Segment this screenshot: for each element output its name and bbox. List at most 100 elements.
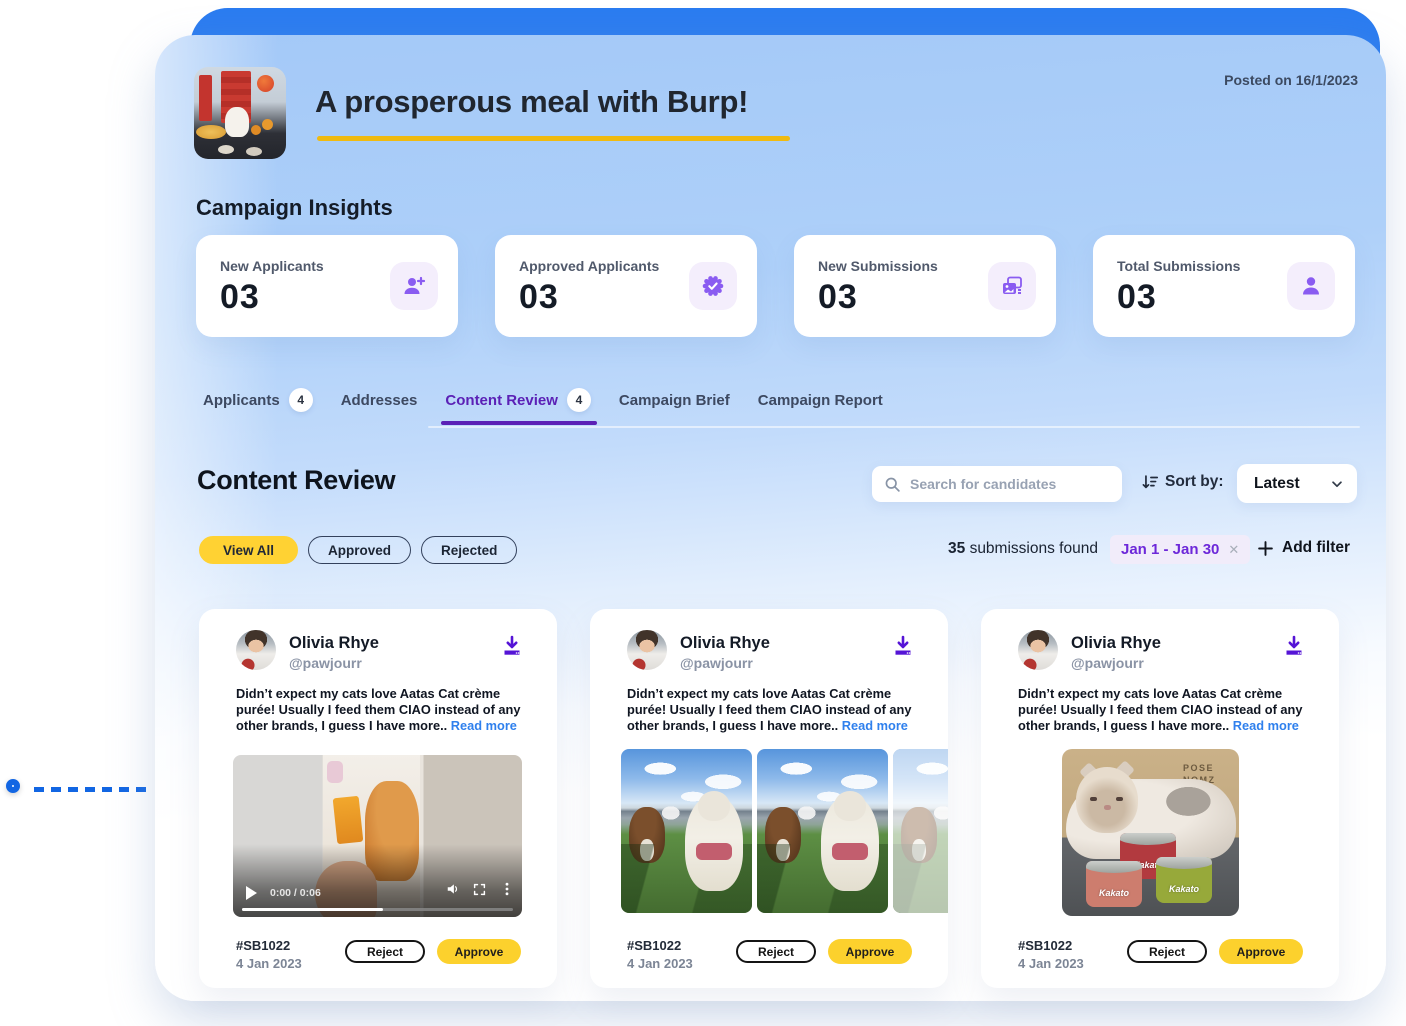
results-number: 35	[948, 540, 966, 557]
tab-campaign-brief[interactable]: Campaign Brief	[619, 392, 730, 409]
approve-button[interactable]: Approve	[437, 939, 521, 964]
date-filter-label: Jan 1 - Jan 30	[1121, 541, 1220, 558]
campaign-insights-heading: Campaign Insights	[196, 195, 393, 220]
sort-by: Sort by:	[1141, 473, 1224, 491]
approve-button[interactable]: Approve	[1219, 939, 1303, 964]
author-name: Olivia Rhye	[289, 634, 379, 652]
stat-card-total-submissions: Total Submissions 03	[1093, 235, 1355, 337]
author-name: Olivia Rhye	[1071, 634, 1161, 652]
author-handle: @pawjourr	[1071, 655, 1144, 671]
submission-card: Olivia Rhye @pawjourr Didn’t expect my c…	[199, 609, 557, 988]
sort-dropdown[interactable]: Latest	[1237, 464, 1357, 503]
tab-badge: 4	[566, 388, 591, 412]
read-more-link[interactable]: Read more	[841, 718, 908, 733]
author-handle: @pawjourr	[289, 655, 362, 671]
content-review-heading: Content Review	[197, 465, 396, 495]
annotation-dot	[6, 779, 20, 793]
play-icon[interactable]	[246, 886, 257, 900]
fullscreen-icon[interactable]	[473, 883, 486, 901]
video-player[interactable]: 0:00 / 0:06	[233, 755, 522, 917]
download-icon[interactable]	[500, 634, 524, 658]
annotation-dashed-line	[34, 787, 150, 792]
search-icon	[884, 476, 901, 493]
caption: Didn’t expect my cats love Aatas Cat crè…	[1018, 686, 1308, 734]
filter-chip-view-all[interactable]: View All	[199, 536, 299, 564]
chevron-down-icon	[1330, 477, 1344, 491]
stat-label: Total Submissions	[1117, 258, 1241, 274]
sort-icon	[1141, 473, 1159, 491]
submission-id: #SB1022	[1018, 938, 1073, 953]
video-timestamp: 0:00 / 0:06	[270, 887, 321, 899]
search-input[interactable]	[910, 476, 1110, 492]
person-add-icon	[390, 262, 438, 310]
filter-chips: View All Approved Rejected	[199, 536, 518, 564]
filter-chip-approved[interactable]: Approved	[308, 536, 412, 564]
stat-label: New Submissions	[818, 258, 938, 274]
submission-date: 4 Jan 2023	[627, 956, 693, 971]
submission-date: 4 Jan 2023	[1018, 956, 1084, 971]
stat-label: Approved Applicants	[519, 258, 660, 274]
submission-card: Olivia Rhye @pawjourr Didn’t expect my c…	[981, 609, 1339, 988]
reject-button[interactable]: Reject	[1127, 940, 1207, 963]
video-progress-fill	[242, 907, 383, 911]
tabs-divider	[428, 426, 1360, 428]
sort-label: Sort by:	[1165, 473, 1224, 490]
submission-id: #SB1022	[236, 938, 291, 953]
tab-label: Content Review	[445, 391, 558, 409]
submission-id: #SB1022	[627, 938, 682, 953]
photo-thumbnail[interactable]	[757, 749, 888, 913]
video-progress-bar[interactable]	[242, 907, 513, 911]
tab-campaign-report[interactable]: Campaign Report	[758, 392, 883, 409]
page-title: A prosperous meal with Burp!	[315, 84, 749, 119]
title-underline-decoration	[317, 136, 790, 141]
avatar	[236, 630, 276, 670]
caption-text: Didn’t expect my cats love Aatas Cat crè…	[236, 686, 521, 733]
stat-value: 03	[220, 278, 260, 316]
stat-card-new-submissions: New Submissions 03	[794, 235, 1056, 337]
stat-value: 03	[1117, 278, 1157, 316]
tab-addresses[interactable]: Addresses	[341, 392, 418, 409]
submission-date: 4 Jan 2023	[236, 956, 302, 971]
tab-bar: Applicants 4 Addresses Content Review 4 …	[203, 387, 883, 425]
campaign-panel: A prosperous meal with Burp! Posted on 1…	[155, 35, 1386, 1001]
verified-badge-icon	[689, 262, 737, 310]
read-more-link[interactable]: Read more	[1232, 718, 1299, 733]
submissions-row: Olivia Rhye @pawjourr Didn’t expect my c…	[199, 609, 1339, 988]
gallery-icon	[988, 262, 1036, 310]
reject-button[interactable]: Reject	[345, 940, 425, 963]
stat-card-approved-applicants: Approved Applicants 03	[495, 235, 757, 337]
video-shade	[233, 755, 522, 917]
tab-label: Addresses	[340, 391, 418, 409]
date-filter-chip[interactable]: Jan 1 - Jan 30 ✕	[1110, 535, 1251, 564]
tab-content-review[interactable]: Content Review 4	[441, 388, 597, 425]
avatar	[1018, 630, 1058, 670]
photo-thumbnail[interactable]: POSE NOMZ Kakato Kakato Kakato	[1062, 749, 1239, 916]
stat-card-new-applicants: New Applicants 03	[196, 235, 458, 337]
approve-button[interactable]: Approve	[828, 939, 912, 964]
avatar	[627, 630, 667, 670]
photo-thumbnail[interactable]	[621, 749, 752, 913]
volume-icon[interactable]	[446, 882, 460, 901]
filter-chip-rejected[interactable]: Rejected	[421, 536, 518, 564]
close-icon[interactable]: ✕	[1228, 541, 1240, 557]
kebab-menu-icon[interactable]	[505, 882, 509, 901]
stat-value: 03	[519, 278, 559, 316]
photo-thumbnail[interactable]	[893, 749, 948, 913]
read-more-link[interactable]: Read more	[450, 718, 517, 733]
download-icon[interactable]	[891, 634, 915, 658]
tab-label: Campaign Report	[757, 391, 883, 409]
stat-label: New Applicants	[220, 258, 324, 274]
tab-applicants[interactable]: Applicants 4	[203, 388, 313, 412]
campaign-thumbnail	[194, 67, 286, 159]
stat-value: 03	[818, 278, 858, 316]
search-box[interactable]	[872, 466, 1122, 502]
download-icon[interactable]	[1282, 634, 1306, 658]
author-handle: @pawjourr	[680, 655, 753, 671]
can-brand-label: Kakato	[1132, 860, 1163, 870]
results-count: 35 submissions found	[948, 540, 1098, 558]
author-name: Olivia Rhye	[680, 634, 770, 652]
add-filter-button[interactable]: Add filter	[1257, 539, 1350, 557]
reject-button[interactable]: Reject	[736, 940, 816, 963]
caption-text: Didn’t expect my cats love Aatas Cat crè…	[627, 686, 912, 733]
results-label: submissions found	[969, 540, 1098, 557]
